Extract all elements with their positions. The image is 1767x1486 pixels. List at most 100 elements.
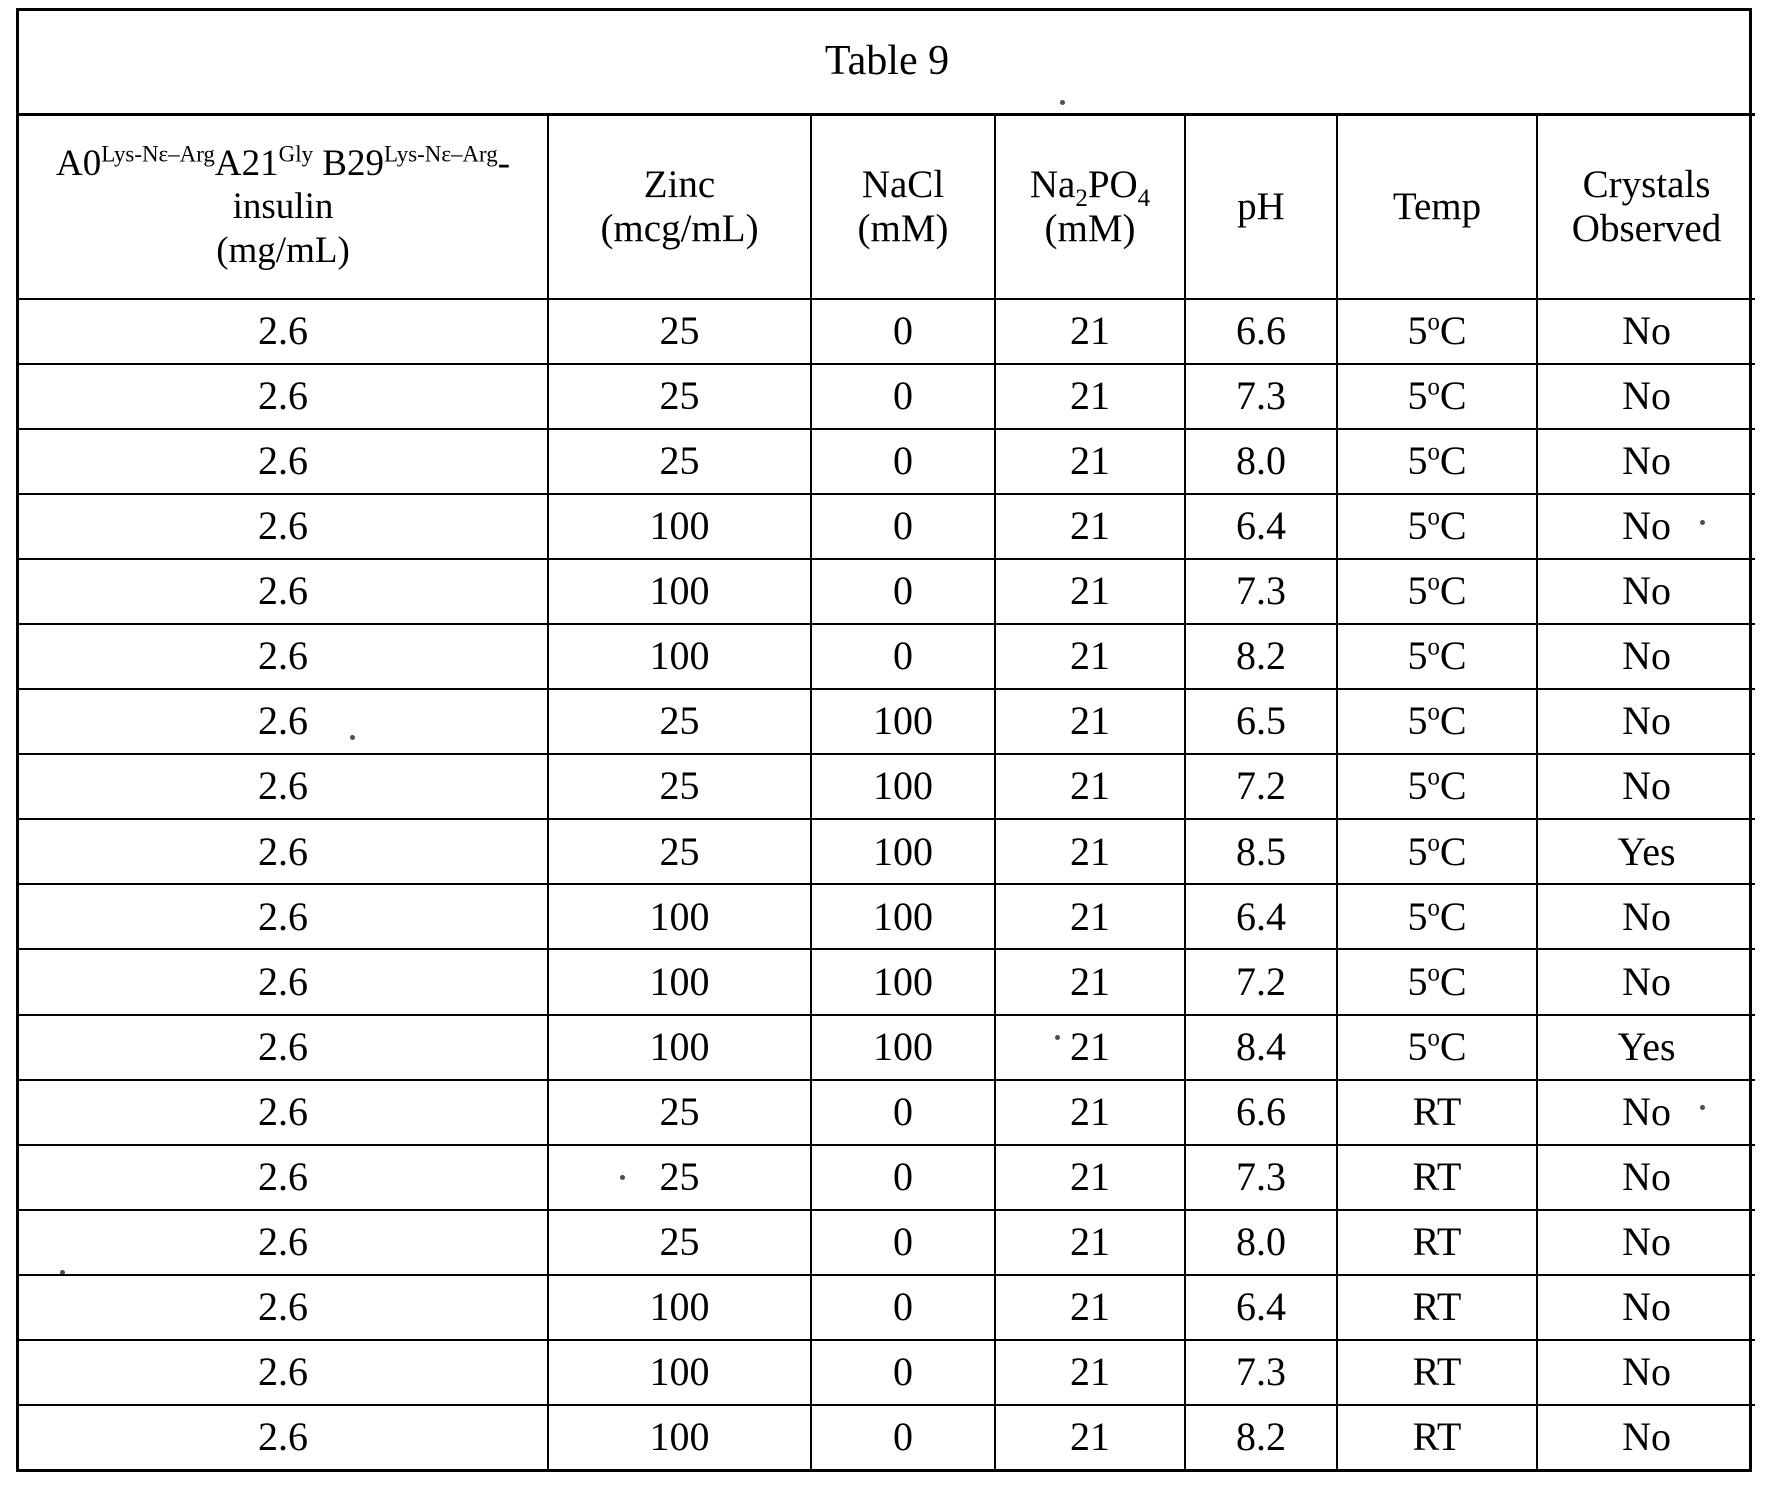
cell-nacl: 0 bbox=[811, 1210, 995, 1275]
crystallization-conditions-table: Table 9 A0Lys-Nε–ArgA21Gly B29Lys-Nε–Arg… bbox=[19, 11, 1755, 1469]
cell-crystals-observed: No bbox=[1537, 1210, 1755, 1275]
cell-crystals-observed: No bbox=[1537, 624, 1755, 689]
cell-crystals-observed: No bbox=[1537, 364, 1755, 429]
temp-value: 5 bbox=[1407, 568, 1427, 613]
cell-temp: 5oC bbox=[1337, 429, 1537, 494]
degree-icon: o bbox=[1427, 439, 1439, 466]
compound-a21-superscript: Gly bbox=[279, 141, 313, 166]
cell-temp: 5oC bbox=[1337, 689, 1537, 754]
temp-value: 5 bbox=[1407, 438, 1427, 483]
cell-nacl: 0 bbox=[811, 429, 995, 494]
cell-compound: 2.6 bbox=[19, 1210, 548, 1275]
cell-crystals-observed: No bbox=[1537, 1340, 1755, 1405]
degree-icon: o bbox=[1427, 959, 1439, 986]
cell-crystals-observed: No bbox=[1537, 299, 1755, 364]
cell-crystals-observed: No bbox=[1537, 429, 1755, 494]
temp-scale: C bbox=[1440, 959, 1467, 1004]
cell-nacl: 100 bbox=[811, 819, 995, 884]
temp-scale: C bbox=[1440, 568, 1467, 613]
cell-nacl: 0 bbox=[811, 299, 995, 364]
degree-icon: o bbox=[1427, 699, 1439, 726]
table-row: 2.625100216.55oCNo bbox=[19, 689, 1755, 754]
cell-ph: 7.2 bbox=[1185, 949, 1337, 1014]
cell-nacl: 0 bbox=[811, 559, 995, 624]
cell-nacl: 0 bbox=[811, 364, 995, 429]
cell-napo4: 21 bbox=[995, 1340, 1185, 1405]
cell-compound: 2.6 bbox=[19, 754, 548, 819]
table-row: 2.6250216.6RTNo bbox=[19, 1080, 1755, 1145]
cell-napo4: 21 bbox=[995, 1145, 1185, 1210]
cell-crystals-observed: Yes bbox=[1537, 819, 1755, 884]
cell-temp: RT bbox=[1337, 1340, 1537, 1405]
cell-nacl: 0 bbox=[811, 624, 995, 689]
table-row: 2.6100100217.25oCNo bbox=[19, 949, 1755, 1014]
cell-napo4: 21 bbox=[995, 689, 1185, 754]
column-header-nacl-line2: (mM) bbox=[858, 207, 949, 250]
table-caption: Table 9 bbox=[19, 11, 1755, 115]
cell-ph: 8.2 bbox=[1185, 1405, 1337, 1469]
cell-nacl: 100 bbox=[811, 1015, 995, 1080]
cell-temp: 5oC bbox=[1337, 949, 1537, 1014]
cell-nacl: 0 bbox=[811, 1275, 995, 1340]
temp-value: 5 bbox=[1407, 373, 1427, 418]
cell-ph: 8.5 bbox=[1185, 819, 1337, 884]
cell-nacl: 0 bbox=[811, 1340, 995, 1405]
degree-icon: o bbox=[1427, 309, 1439, 336]
cell-temp: 5oC bbox=[1337, 1015, 1537, 1080]
table-header-row: A0Lys-Nε–ArgA21Gly B29Lys-Nε–Arg-insulin… bbox=[19, 115, 1755, 300]
degree-icon: o bbox=[1427, 829, 1439, 856]
temp-scale: C bbox=[1440, 373, 1467, 418]
cell-zinc: 25 bbox=[548, 299, 811, 364]
cell-crystals-observed: No bbox=[1537, 1145, 1755, 1210]
cell-nacl: 100 bbox=[811, 949, 995, 1014]
cell-temp: RT bbox=[1337, 1145, 1537, 1210]
cell-zinc: 25 bbox=[548, 1145, 811, 1210]
cell-napo4: 21 bbox=[995, 559, 1185, 624]
table-row: 2.6250217.35oCNo bbox=[19, 364, 1755, 429]
column-header-napo4: Na2PO4 (mM) bbox=[995, 115, 1185, 300]
table-row: 2.61000217.35oCNo bbox=[19, 559, 1755, 624]
cell-compound: 2.6 bbox=[19, 624, 548, 689]
cell-temp: 5oC bbox=[1337, 494, 1537, 559]
cell-compound: 2.6 bbox=[19, 299, 548, 364]
cell-crystals-observed: No bbox=[1537, 884, 1755, 949]
cell-ph: 7.2 bbox=[1185, 754, 1337, 819]
cell-napo4: 21 bbox=[995, 429, 1185, 494]
temp-value: 5 bbox=[1407, 633, 1427, 678]
column-header-zinc-line2: (mcg/mL) bbox=[600, 207, 758, 250]
cell-napo4: 21 bbox=[995, 299, 1185, 364]
cell-zinc: 25 bbox=[548, 364, 811, 429]
temp-scale: C bbox=[1440, 308, 1467, 353]
cell-temp: 5oC bbox=[1337, 624, 1537, 689]
cell-zinc: 25 bbox=[548, 1080, 811, 1145]
temp-scale: C bbox=[1440, 503, 1467, 548]
cell-temp: 5oC bbox=[1337, 559, 1537, 624]
cell-zinc: 25 bbox=[548, 1210, 811, 1275]
column-header-napo4-line1: Na2PO4 bbox=[1030, 163, 1150, 206]
cell-crystals-observed: No bbox=[1537, 1405, 1755, 1469]
cell-ph: 6.6 bbox=[1185, 1080, 1337, 1145]
column-header-nacl-line1: NaCl bbox=[862, 163, 944, 206]
cell-temp: 5oC bbox=[1337, 819, 1537, 884]
table-row: 2.61000216.4RTNo bbox=[19, 1275, 1755, 1340]
cell-napo4: 21 bbox=[995, 819, 1185, 884]
table-row: 2.61000218.2RTNo bbox=[19, 1405, 1755, 1469]
napo4-po: PO bbox=[1088, 163, 1138, 206]
table-row: 2.625100218.55oCYes bbox=[19, 819, 1755, 884]
degree-icon: o bbox=[1427, 894, 1439, 921]
cell-compound: 2.6 bbox=[19, 1340, 548, 1405]
temp-scale: C bbox=[1440, 894, 1467, 939]
cell-ph: 8.2 bbox=[1185, 624, 1337, 689]
cell-temp: 5oC bbox=[1337, 364, 1537, 429]
cell-crystals-observed: No bbox=[1537, 559, 1755, 624]
table-9: Table 9 A0Lys-Nε–ArgA21Gly B29Lys-Nε–Arg… bbox=[16, 8, 1752, 1472]
column-header-compound: A0Lys-Nε–ArgA21Gly B29Lys-Nε–Arg-insulin… bbox=[19, 115, 548, 300]
temp-value: RT bbox=[1413, 1089, 1462, 1134]
cell-ph: 7.3 bbox=[1185, 364, 1337, 429]
degree-icon: o bbox=[1427, 634, 1439, 661]
table-row: 2.6100100216.45oCNo bbox=[19, 884, 1755, 949]
temp-value: 5 bbox=[1407, 959, 1427, 1004]
temp-value: 5 bbox=[1407, 894, 1427, 939]
cell-temp: RT bbox=[1337, 1275, 1537, 1340]
compound-formula: A0Lys-Nε–ArgA21Gly B29Lys-Nε–Arg-insulin bbox=[21, 142, 545, 229]
